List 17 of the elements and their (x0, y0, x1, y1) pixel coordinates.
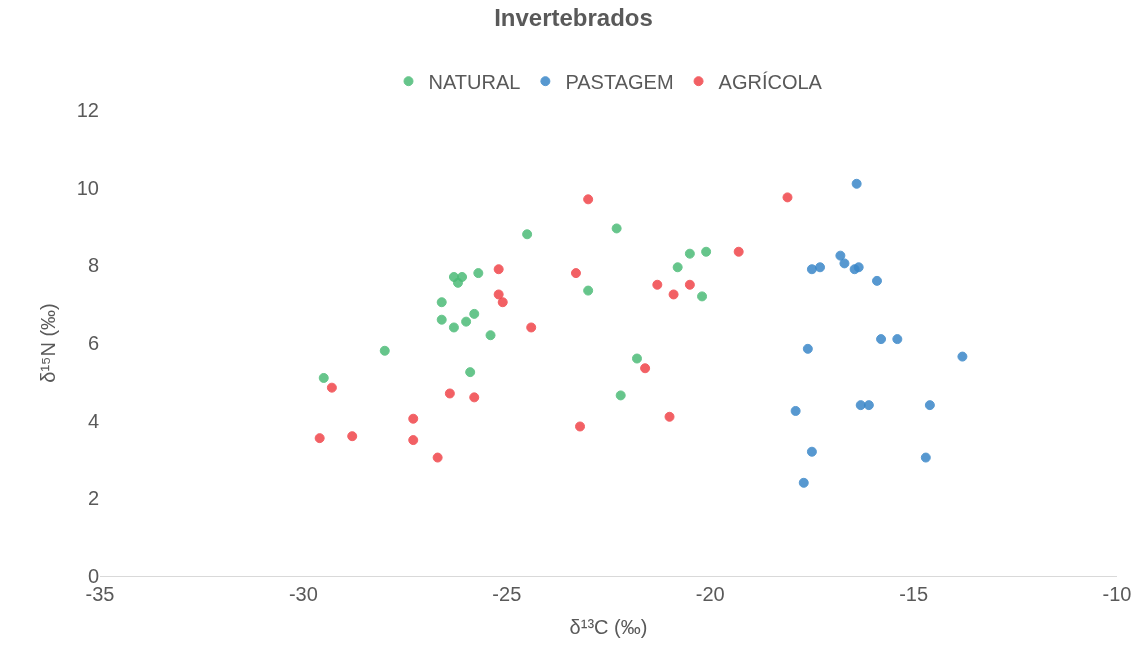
y-tick-label: 10 (76, 176, 99, 199)
x-axis-title: δ¹³C (‰) (569, 615, 648, 638)
x-tick-label: -30 (288, 583, 318, 605)
legend-label: NATURAL (428, 70, 521, 93)
y-tick-label: 2 (87, 487, 99, 510)
x-tick-label: -20 (695, 583, 725, 605)
chart-title: Invertebrados (494, 4, 653, 32)
x-tick-label: -15 (899, 583, 929, 605)
y-tick-label: 12 (76, 99, 99, 121)
y-axis-title: δ¹⁵N (‰) (37, 303, 60, 383)
x-tick-label: -25 (492, 583, 522, 605)
legend-label: PASTAGEM (565, 70, 674, 93)
y-tick-label: 8 (87, 254, 99, 277)
y-tick-label: 6 (87, 332, 99, 354)
x-tick-label: -10 (1102, 583, 1132, 605)
legend-label: AGRÍCOLA (718, 70, 823, 93)
y-tick-label: 4 (87, 409, 99, 432)
